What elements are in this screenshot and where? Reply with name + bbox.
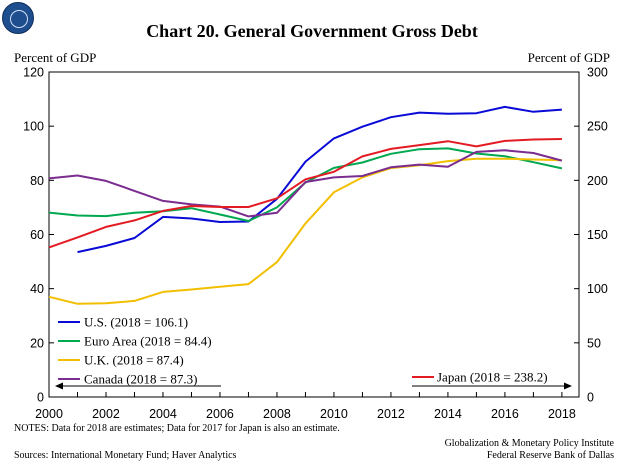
institute-logo xyxy=(2,2,34,34)
y-tick-label-left: 100 xyxy=(23,120,44,134)
y-tick-label-right: 150 xyxy=(587,228,608,242)
credit-line-1: Globalization & Monetary Policy Institut… xyxy=(445,438,615,449)
x-tick-label: 2014 xyxy=(434,407,462,421)
x-tick-label: 2016 xyxy=(491,407,519,421)
series-line-0 xyxy=(77,105,562,254)
y-tick-label-right: 200 xyxy=(587,174,608,188)
y-tick-label-left: 80 xyxy=(30,174,44,188)
legend-label-2: U.K. (2018 = 87.4) xyxy=(84,353,184,368)
x-tick-label: 2006 xyxy=(206,407,234,421)
y-tick-label-left: 0 xyxy=(37,391,44,405)
x-tick-label: 2002 xyxy=(92,407,120,421)
x-tick-label: 2008 xyxy=(263,407,291,421)
y-tick-label-left: 120 xyxy=(23,66,44,80)
series-line-2 xyxy=(48,157,562,305)
y-tick-label-right: 250 xyxy=(587,120,608,134)
x-tick-label: 2004 xyxy=(149,407,177,421)
series-line-4 xyxy=(48,138,562,249)
legend-label-1: Euro Area (2018 = 84.4) xyxy=(84,334,212,349)
x-tick-label: 2012 xyxy=(377,407,405,421)
series-line-3 xyxy=(48,149,563,218)
legend-label-4: Japan (2018 = 238.2) xyxy=(437,370,548,385)
y-tick-label-right: 0 xyxy=(587,391,594,405)
x-tick-label: 2000 xyxy=(35,407,63,421)
legend-label-3: Canada (2018 = 87.3) xyxy=(84,372,197,387)
y-tick-label-right: 300 xyxy=(587,66,608,80)
x-tick-label: 2010 xyxy=(320,407,348,421)
y-axis-label-left: Percent of GDP xyxy=(14,50,96,65)
y-tick-label-left: 20 xyxy=(30,336,44,350)
chart-title: Chart 20. General Government Gross Debt xyxy=(146,21,478,41)
y-tick-label-right: 50 xyxy=(587,336,601,350)
left-axis-arrowhead xyxy=(55,382,63,390)
y-tick-label-right: 100 xyxy=(587,282,608,296)
x-tick-label: 2018 xyxy=(548,407,576,421)
right-axis-arrowhead xyxy=(564,382,572,390)
legend-label-0: U.S. (2018 = 106.1) xyxy=(84,315,188,330)
y-tick-label-left: 40 xyxy=(30,282,44,296)
y-tick-label-left: 60 xyxy=(30,228,44,242)
credit-line-2: Federal Reserve Bank of Dallas xyxy=(487,450,614,461)
notes-text: NOTES: Data for 2018 are estimates; Data… xyxy=(14,423,340,434)
sources-text: Sources: International Monetary Fund; Ha… xyxy=(14,450,237,461)
y-axis-label-right: Percent of GDP xyxy=(528,50,610,65)
